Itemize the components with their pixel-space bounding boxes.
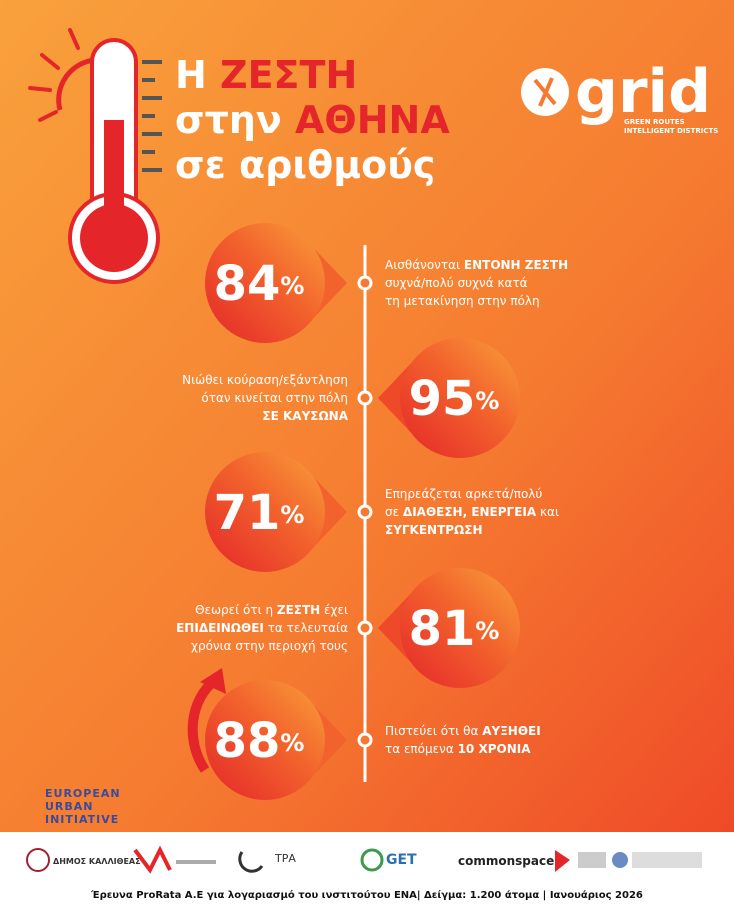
stat-bubble <box>400 338 520 458</box>
stat-text-bold: ΖΕΣΤΗ <box>277 603 320 617</box>
timeline-dot <box>357 275 373 291</box>
stat-value: 95% <box>409 371 500 427</box>
stat-text: τα τελευταία <box>264 621 348 635</box>
timeline-dot <box>357 732 373 748</box>
stat: 95% Νιώθει κούραση/εξάντληση όταν κινείται… <box>182 338 520 458</box>
stats: 84% Αισθάνονται ΕΝΤΟΝΗ ΖΕΣΤΗ συχνά/πολύ συ… <box>176 223 568 800</box>
stat-bubble <box>205 680 325 800</box>
stat-value: 88% <box>214 713 305 769</box>
title-line: σε αριθμούς <box>175 143 435 187</box>
stat-text-line: Θεωρεί ότι η ΖΕΣΤΗ έχει <box>195 603 348 617</box>
stat-text: Θεωρεί ότι η <box>195 603 277 617</box>
thermometer <box>28 28 162 284</box>
timeline-dot <box>357 620 373 636</box>
partners: ΔΗΜΟΣ ΚΑΛΛΙΘΕΑΣ ΤΡΑ GET commonspace <box>26 845 702 874</box>
arrow <box>187 676 219 773</box>
stat: 71% Επηρεάζεται αρκετά/πολύ σε ΔΙΑΘΕΣΗ, ΕΝ… <box>205 452 559 572</box>
stat-unit: % <box>475 617 499 645</box>
stat-text-line: σε ΔΙΑΘΕΣΗ, ΕΝΕΡΓΕΙΑ και <box>385 505 559 519</box>
stat-text: Επηρεάζεται αρκετά/πολύ <box>385 487 542 501</box>
stat-text: τη μετακίνηση στην πόλη <box>385 294 540 308</box>
partner: ΔΗΜΟΣ ΚΑΛΛΙΘΕΑΣ <box>53 857 141 866</box>
initiative-text: EUROPEAN <box>45 787 121 800</box>
stat-number: 84 <box>214 256 281 312</box>
stat: 88% Πιστεύει ότι θα ΑΥΞΗΘΕΙ τα επόμενα 10 … <box>205 680 541 800</box>
stat-text: χρόνια στην περιοχή τους <box>191 639 348 653</box>
stat-bubble <box>205 452 325 572</box>
stat-text-bold: ΔΙΑΘΕΣΗ, ΕΝΕΡΓΕΙΑ <box>403 505 537 519</box>
partner: ΤΡΑ <box>274 852 296 865</box>
partner: commonspace <box>458 854 554 868</box>
logo: grid GREEN ROUTES INTELLIGENT DISTRICTS <box>521 57 718 135</box>
stat-text-line: ΣΥΓΚΕΝΤΡΩΣΗ <box>385 523 483 537</box>
stat-text-line: τα επόμενα 10 ΧΡΟΝΙΑ <box>385 742 531 756</box>
stat-text-bold: ΑΥΞΗΘΕΙ <box>482 724 540 738</box>
footer-band <box>0 832 734 918</box>
stat-text-line: Επηρεάζεται αρκετά/πολύ <box>385 487 542 501</box>
initiative-text: INITIATIVE <box>45 813 119 826</box>
stat-number: 88 <box>214 713 281 769</box>
timeline-dot <box>357 390 373 406</box>
title-word: ΑΘΗΝΑ <box>295 98 450 142</box>
stat-text-bold: ΕΠΙΔΕΙΝΩΘΕΙ <box>176 621 264 635</box>
stat-unit: % <box>280 272 304 300</box>
stat-text-bold: 10 ΧΡΟΝΙΑ <box>458 742 532 756</box>
title-line: Η ΖΕΣΤΗ <box>175 53 357 97</box>
stat-text: έχει <box>320 603 348 617</box>
stat: 84% Αισθάνονται ΕΝΤΟΝΗ ΖΕΣΤΗ συχνά/πολύ συ… <box>205 223 568 343</box>
stat-text: Νιώθει κούραση/εξάντληση <box>182 373 348 387</box>
stat-text-bold: ΣΕ ΚΑΥΣΩΝΑ <box>262 409 348 423</box>
title-word: Η <box>175 53 220 97</box>
stat-number: 95 <box>409 371 476 427</box>
initiative: EUROPEAN URBAN INITIATIVE <box>45 787 121 826</box>
stat-text-line: όταν κινείται στην πόλη <box>201 391 348 405</box>
stat-text: συχνά/πολύ συχνά κατά <box>385 276 528 290</box>
stat-text-bold: ΣΥΓΚΕΝΤΡΩΣΗ <box>385 523 483 537</box>
stat-unit: % <box>280 501 304 529</box>
stat-text: σε <box>385 505 403 519</box>
stat-value: 84% <box>214 256 305 312</box>
stat-number: 71 <box>214 485 281 541</box>
stat-text: Αισθάνονται <box>385 258 464 272</box>
stat-text-line: τη μετακίνηση στην πόλη <box>385 294 540 308</box>
stat-value: 81% <box>409 601 500 657</box>
logo-tagline: INTELLIGENT DISTRICTS <box>624 127 718 135</box>
stat-text: όταν κινείται στην πόλη <box>201 391 348 405</box>
stat-number: 81 <box>409 601 476 657</box>
stat-text: τα επόμενα <box>385 742 458 756</box>
stat-value: 71% <box>214 485 305 541</box>
partner: GET <box>386 852 417 868</box>
stat-text-line: Πιστεύει ότι θα ΑΥΞΗΘΕΙ <box>385 724 541 738</box>
title-word: στην <box>175 98 295 142</box>
logo-name: grid <box>575 57 711 127</box>
timeline-dot <box>357 504 373 520</box>
stat-text-bold: ΕΝΤΟΝΗ ΖΕΣΤΗ <box>464 258 568 272</box>
stat-bubble <box>400 568 520 688</box>
stat-text-line: χρόνια στην περιοχή τους <box>191 639 348 653</box>
stat-text-line: ΕΠΙΔΕΙΝΩΘΕΙ τα τελευταία <box>176 621 348 635</box>
stat-unit: % <box>280 729 304 757</box>
title-word: ΖΕΣΤΗ <box>220 53 357 97</box>
title-word: σε αριθμούς <box>175 143 435 187</box>
stat-text-line: Αισθάνονται ΕΝΤΟΝΗ ΖΕΣΤΗ <box>385 258 568 272</box>
stat-text: και <box>536 505 559 519</box>
initiative-text: URBAN <box>45 800 94 813</box>
stat-text-line: συχνά/πολύ συχνά κατά <box>385 276 528 290</box>
footer: Έρευνα ProRata A.E για λογαριασμό του ιν… <box>90 889 643 901</box>
stat-text-line: Νιώθει κούραση/εξάντληση <box>182 373 348 387</box>
arrow-head <box>200 668 226 694</box>
stat-text-line: ΣΕ ΚΑΥΣΩΝΑ <box>262 409 348 423</box>
logo-tagline: GREEN ROUTES <box>624 118 685 126</box>
stat: 81% Θεωρεί ότι η ΖΕΣΤΗ έχει ΕΠΙΔΕΙΝΩΘΕΙ τα… <box>176 568 520 688</box>
stat-text: Πιστεύει ότι θα <box>385 724 482 738</box>
title-line: στην ΑΘΗΝΑ <box>175 98 450 142</box>
stat-bubble <box>205 223 325 343</box>
stat-unit: % <box>475 387 499 415</box>
